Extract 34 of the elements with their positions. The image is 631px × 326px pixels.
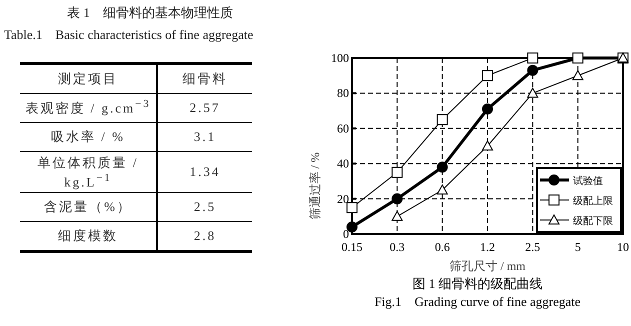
text: 含泥量（%） bbox=[20, 192, 157, 222]
y-tick-label: 80 bbox=[337, 86, 349, 100]
caption: 图 1 细骨料的级配曲线 bbox=[412, 276, 542, 291]
legend-label: 试验值 bbox=[573, 175, 603, 187]
y-tick-label: 20 bbox=[337, 192, 349, 206]
y-tick-label: 100 bbox=[331, 51, 349, 65]
text: Table.1 Basic characteristics of fine aggregate bbox=[4, 26, 254, 44]
text: 单位体积质量 / kg.L$^{−1}$ bbox=[20, 152, 157, 193]
x-tick-label: 0.6 bbox=[434, 240, 450, 254]
text: 表 1 细骨料的基本物理性质 bbox=[66, 4, 234, 22]
y-axis-title: 筛通过率 / % bbox=[308, 152, 322, 220]
text: 3.1 bbox=[157, 122, 252, 152]
text: 吸水率 / % bbox=[20, 122, 157, 152]
y-tick-label: 40 bbox=[337, 156, 349, 171]
x-tick-label: 5 bbox=[574, 240, 581, 254]
y-tick-label: 0 bbox=[343, 227, 349, 241]
x-axis-title: 筛孔尺寸 / mm bbox=[449, 259, 526, 273]
text: 2.8 bbox=[157, 222, 252, 252]
text: 表观密度 / g.cm$^{−3}$ bbox=[20, 94, 157, 122]
text: 细度模数 bbox=[20, 222, 157, 252]
x-tick-label: 10 bbox=[617, 240, 629, 254]
x-tick-label: 2.5 bbox=[525, 240, 540, 254]
x-tick-label: 0.15 bbox=[342, 240, 362, 254]
legend-label: 级配上限 bbox=[573, 195, 613, 207]
x-tick-label: 0.3 bbox=[390, 240, 405, 254]
legend-label: 级配下限 bbox=[573, 215, 613, 227]
caption: Fig.1 Grading curve of fine aggregate bbox=[374, 294, 581, 309]
text: 测定项目 bbox=[20, 64, 157, 94]
text: 2.5 bbox=[157, 192, 252, 222]
x-tick-label: 1.2 bbox=[480, 240, 495, 254]
text: 细骨料 bbox=[157, 64, 252, 94]
text: 1.34 bbox=[157, 152, 252, 193]
text: 2.57 bbox=[157, 94, 252, 122]
y-tick-label: 60 bbox=[337, 121, 349, 136]
